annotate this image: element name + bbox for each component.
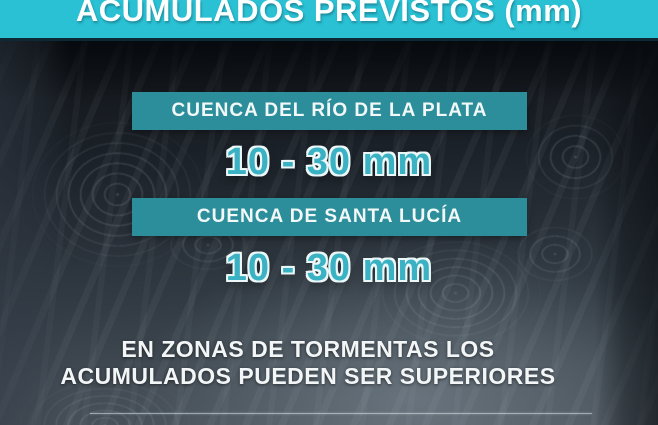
basin-label-rio-de-la-plata: CUENCA DEL RÍO DE LA PLATA xyxy=(132,92,527,130)
page-title: ACUMULADOS PREVISTOS (mm) xyxy=(75,0,583,28)
storm-disclaimer-line1: EN ZONAS DE TORMENTAS LOS xyxy=(121,336,495,362)
photo-vignette-left xyxy=(0,0,70,425)
rainfall-range-santa-lucia: 10 - 30 mm xyxy=(225,247,433,289)
rainfall-range-rio-de-la-plata: 10 - 30 mm xyxy=(225,141,433,183)
storm-disclaimer: EN ZONAS DE TORMENTAS LOS ACUMULADOS PUE… xyxy=(0,336,637,390)
water-surface-line xyxy=(90,413,592,414)
basin-label-text: CUENCA DEL RÍO DE LA PLATA xyxy=(171,100,488,121)
title-banner: ACUMULADOS PREVISTOS (mm) xyxy=(0,0,658,41)
storm-disclaimer-line2: ACUMULADOS PUEDEN SER SUPERIORES xyxy=(60,363,556,389)
water-ripple xyxy=(363,228,548,358)
basin-label-santa-lucia: CUENCA DE SANTA LUCÍA xyxy=(132,198,527,236)
basin-label-text: CUENCA DE SANTA LUCÍA xyxy=(196,206,463,227)
photo-vignette-right xyxy=(594,0,658,425)
photo-vignette-top xyxy=(0,36,658,100)
